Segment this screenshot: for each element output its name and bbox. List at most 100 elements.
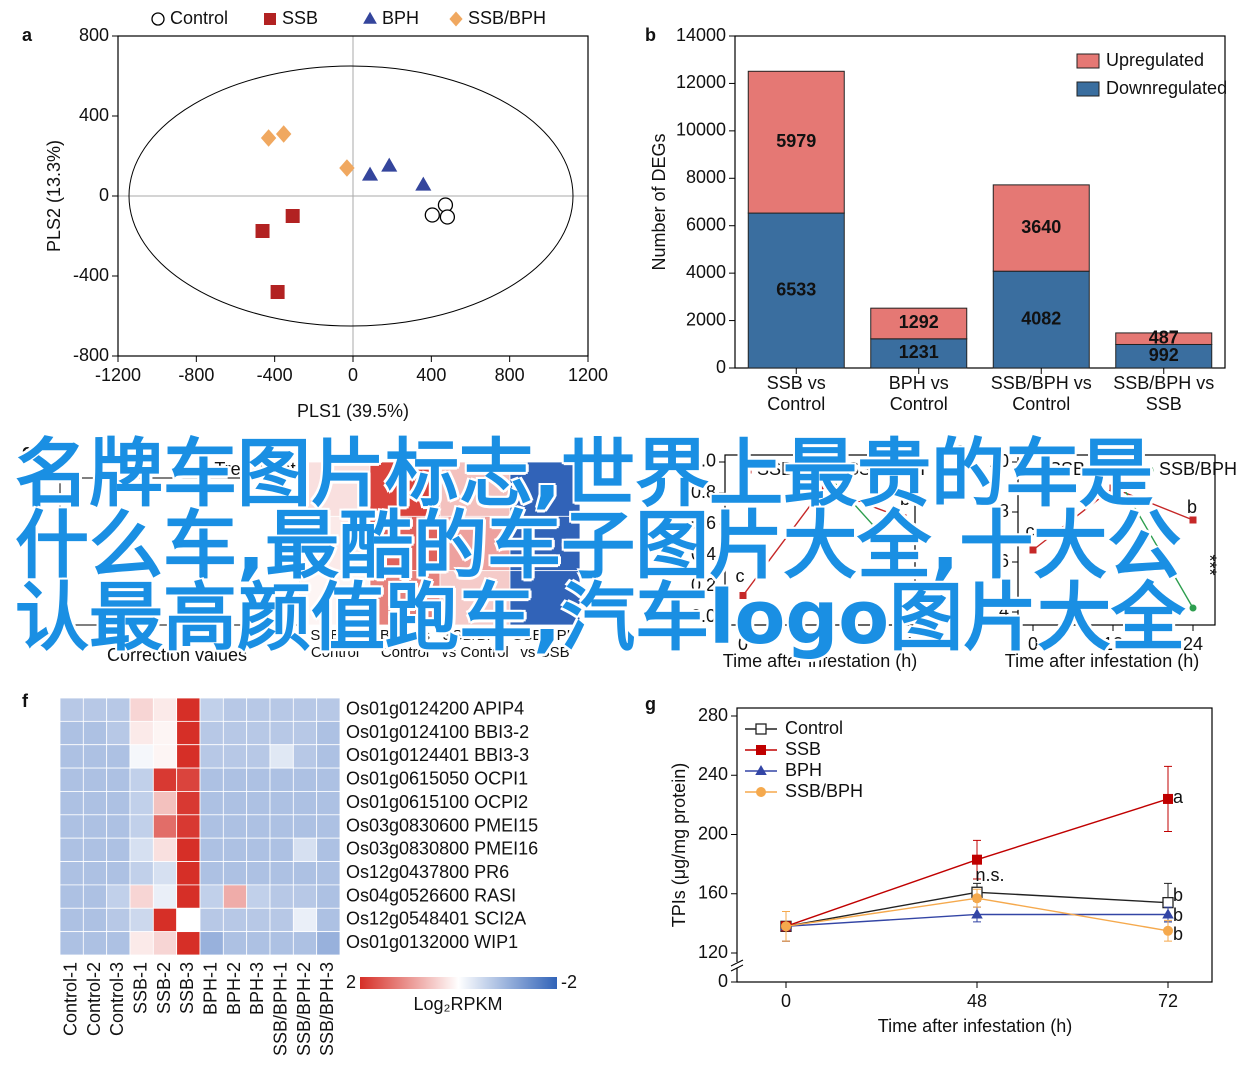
heatmap-cell bbox=[292, 931, 318, 956]
heatmap-cell bbox=[59, 907, 84, 933]
point bbox=[819, 484, 827, 492]
row-label: Os03g0830800 PMEI16 bbox=[346, 839, 538, 859]
heatmap-cell bbox=[509, 515, 581, 572]
legend-marker bbox=[744, 466, 752, 474]
x-tick-label: 12 bbox=[813, 634, 833, 654]
legend-label: Control bbox=[785, 718, 843, 738]
heatmap-cell bbox=[176, 767, 201, 792]
heatmap-cell bbox=[82, 791, 108, 816]
heatmap-cell bbox=[316, 720, 341, 746]
heatmap-cell bbox=[152, 814, 178, 839]
y-tick-label: -400 bbox=[73, 265, 109, 285]
y-tick-label: 2000 bbox=[686, 309, 726, 329]
heatmap-cell bbox=[59, 744, 84, 769]
annotation: a bbox=[1173, 787, 1184, 807]
heatmap-cell bbox=[246, 791, 271, 816]
y-tick-label: 0.8 bbox=[691, 482, 716, 502]
row-label: Os01g0124100 BBI3-2 bbox=[346, 722, 529, 742]
row-label-box bbox=[59, 477, 301, 626]
heatmap-cell bbox=[222, 767, 248, 792]
bar-value-label: 487 bbox=[1149, 327, 1179, 347]
heatmap-cell bbox=[176, 720, 201, 746]
heatmap-cell bbox=[222, 814, 248, 839]
heatmap-cell bbox=[269, 907, 294, 933]
heatmap-cell bbox=[369, 515, 441, 572]
column-label: SSB/BPH vs SSB bbox=[512, 627, 578, 661]
heatmap-cell bbox=[59, 720, 84, 746]
heatmap-cell bbox=[129, 720, 154, 746]
point bbox=[1109, 484, 1117, 492]
heatmap-cell bbox=[152, 861, 178, 886]
heatmap-cell bbox=[176, 837, 201, 862]
point bbox=[381, 157, 398, 172]
heatmap-cell bbox=[152, 697, 178, 722]
x-tick-label: 1200 bbox=[568, 365, 608, 385]
column-label: BPH vs Control bbox=[379, 627, 430, 661]
heatmap-cell bbox=[106, 931, 131, 956]
y-tick-label: 0 bbox=[716, 357, 726, 377]
heatmap-cell bbox=[316, 884, 341, 909]
heatmap-cell bbox=[199, 907, 224, 933]
heatmap-cell bbox=[82, 814, 108, 839]
column-label: SSB-1 bbox=[130, 962, 150, 1014]
heatmap-cell bbox=[82, 861, 108, 886]
x-axis-label: Time after infestation (h) bbox=[723, 651, 917, 671]
axis-break-gap bbox=[733, 962, 741, 968]
heatmap-cell bbox=[176, 931, 201, 956]
bar-segment bbox=[992, 184, 1090, 272]
heatmap-cell bbox=[129, 767, 154, 792]
y-tick-label: 14000 bbox=[676, 25, 726, 45]
point bbox=[285, 209, 300, 223]
heatmap-cell bbox=[509, 461, 581, 517]
column-label: SSB/BPH-3 bbox=[317, 962, 337, 1056]
x-axis-label: PLS1 (39.5%) bbox=[297, 401, 409, 421]
x-tick-label: 24 bbox=[893, 634, 913, 654]
y-tick-label: 0.4 bbox=[691, 544, 716, 564]
point bbox=[971, 908, 983, 919]
legend-label: BPH bbox=[382, 8, 419, 28]
legend-label: SSB bbox=[785, 739, 821, 759]
heatmap-cell bbox=[316, 791, 341, 816]
row-label: Os01g0615050 OCPI1 bbox=[346, 769, 528, 789]
bar-value-label: 6533 bbox=[776, 279, 816, 299]
column-label: SSB-3 bbox=[177, 962, 197, 1014]
heatmap-cell bbox=[292, 907, 318, 933]
legend-marker bbox=[834, 466, 842, 474]
bar-segment bbox=[870, 338, 968, 369]
x-axis-label: Time after infestation (h) bbox=[878, 1016, 1072, 1036]
y-tick-label: 10000 bbox=[676, 120, 726, 140]
row-label: Os04g0526600 RASI bbox=[346, 885, 516, 905]
x-tick-label: -800 bbox=[178, 365, 214, 385]
heatmap-cell bbox=[222, 744, 248, 769]
heatmap-cell bbox=[269, 697, 294, 722]
heatmap-cell bbox=[59, 791, 84, 816]
heatmap-cell bbox=[82, 720, 108, 746]
row-label: Os12g0548401 SCI2A bbox=[346, 909, 526, 929]
row-label: Os01g0615100 OCPI2 bbox=[346, 792, 528, 812]
heatmap-cell bbox=[199, 884, 224, 909]
heatmap-cell bbox=[246, 931, 271, 956]
y-tick-label: 160 bbox=[698, 883, 728, 903]
row-label: Os01g0124200 APIP4 bbox=[346, 698, 524, 718]
point bbox=[424, 207, 440, 223]
panel-label: d bbox=[645, 439, 656, 459]
panel-label: e bbox=[955, 439, 965, 459]
heatmap-cell bbox=[369, 570, 441, 626]
bar-segment bbox=[992, 270, 1090, 369]
heatmap-cell bbox=[152, 837, 178, 862]
point bbox=[781, 921, 791, 932]
x-tick-label: 48 bbox=[967, 991, 987, 1011]
heatmap-cell bbox=[222, 791, 248, 816]
heatmap-cell bbox=[82, 907, 108, 933]
heatmap-cell bbox=[176, 861, 201, 886]
x-tick-label: BPH vs Control bbox=[888, 373, 949, 414]
heatmap-cell bbox=[176, 814, 201, 839]
column-label: Control-1 bbox=[60, 962, 80, 1036]
legend-label: Control bbox=[170, 8, 228, 28]
heatmap-cell bbox=[369, 461, 441, 517]
heatmap-cell bbox=[269, 767, 294, 792]
axis-break-mark bbox=[730, 959, 744, 972]
heatmap-cell bbox=[106, 884, 131, 909]
heatmap-cell bbox=[176, 791, 201, 816]
